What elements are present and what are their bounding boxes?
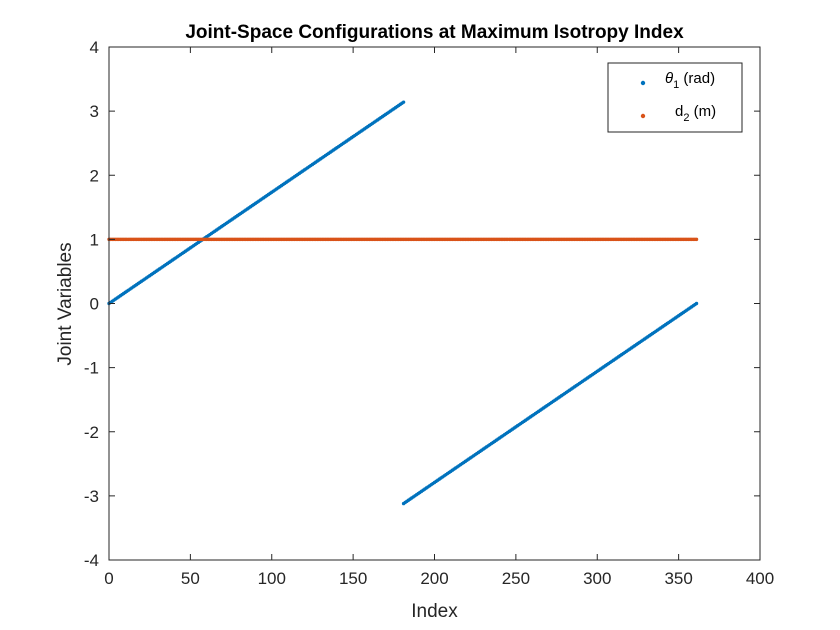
legend-entry-theta1: θ1 (rad) (665, 70, 715, 91)
x-axis-label: Index (411, 601, 458, 622)
legend-marker-d2 (640, 113, 646, 119)
y-tick-label: -4 (84, 551, 99, 570)
chart-title: Joint-Space Configurations at Maximum Is… (185, 22, 684, 43)
series-1-segment-0 (107, 237, 699, 242)
series-0-segment-1 (401, 301, 699, 506)
legend-theta1-subscript: 1 (673, 79, 679, 91)
x-tick-label: 350 (664, 569, 692, 588)
y-tick-label: -2 (84, 423, 99, 442)
legend-box (607, 62, 743, 133)
y-tick-label: -3 (84, 487, 99, 506)
y-tick-label: 2 (90, 166, 99, 185)
x-tick-label: 0 (104, 569, 113, 588)
legend-d2-unit: (m) (689, 103, 716, 120)
legend-d2-symbol: d (675, 103, 683, 120)
y-tick-label: -1 (84, 359, 99, 378)
x-tick-label: 200 (420, 569, 448, 588)
legend-theta1-unit: (rad) (679, 70, 715, 87)
legend-entry-d2: d2 (m) (675, 103, 716, 124)
x-tick-label: 50 (181, 569, 200, 588)
data-point (694, 301, 699, 306)
x-tick-label: 400 (746, 569, 774, 588)
ticks-layer: 0 50 100 150 200 250 300 350 400 -4 -3 -2 -1 0 1 2 3 4 (84, 38, 774, 588)
x-tick-label: 150 (339, 569, 367, 588)
y-tick-label: 1 (90, 230, 99, 249)
legend-d2-subscript: 2 (683, 112, 689, 124)
x-tick-label: 100 (258, 569, 286, 588)
legend-theta1-symbol: θ (665, 70, 673, 87)
data-point (401, 100, 406, 104)
legend: θ1 (rad) d2 (m) (607, 62, 743, 133)
y-tick-label: 3 (90, 102, 99, 121)
x-tick-label: 250 (502, 569, 530, 588)
x-tick-label: 300 (583, 569, 611, 588)
y-tick-label: 4 (90, 38, 99, 57)
series-layer (107, 100, 699, 506)
data-point (694, 237, 699, 242)
y-tick-label: 0 (90, 295, 99, 314)
series-0-segment-0 (107, 100, 406, 306)
y-axis-label: Joint Variables (55, 242, 76, 365)
legend-marker-theta1 (640, 80, 646, 86)
